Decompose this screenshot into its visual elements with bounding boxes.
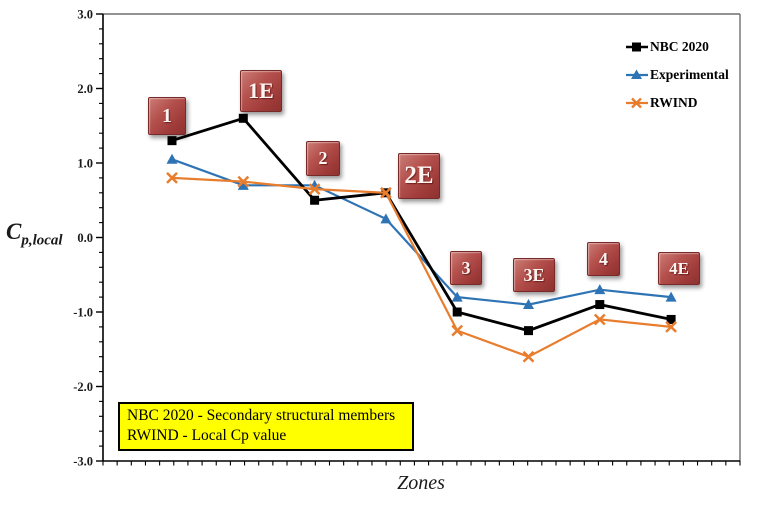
zone-label-1: 1: [148, 97, 186, 135]
data-point-x: [380, 186, 392, 199]
zone-label-2e: 2E: [398, 153, 440, 199]
data-point-x: [237, 175, 250, 188]
nbc-2020-square-marker-icon: [626, 42, 648, 52]
data-point-x: [522, 350, 535, 363]
data-point-triangle: [523, 299, 534, 310]
data-point-x: [308, 183, 321, 195]
y-tick-label: 1.0: [77, 157, 93, 171]
zone-label-1e: 1E: [240, 70, 282, 112]
zone-label-3e: 3E: [513, 258, 555, 292]
y-tick-label: 2.0: [77, 82, 93, 96]
legend-item-nbc-2020: NBC 2020: [626, 33, 729, 61]
y-axis-label: Cp,local: [6, 219, 63, 250]
rwind-x-marker-icon: [626, 97, 648, 109]
data-point-x: [451, 324, 464, 337]
data-point-x: [665, 321, 677, 333]
data-point-square: [452, 307, 462, 317]
series-rwind: [166, 172, 677, 363]
zone-label-2: 2: [306, 141, 340, 176]
legend-item-experimental: Experimental: [626, 61, 729, 89]
y-axis-ticks: 3.0 2.0 1.0 0.0 -1.0 -2.0 -3.0: [73, 8, 103, 469]
experimental-triangle-marker-icon: [626, 69, 648, 79]
data-point-triangle: [237, 179, 249, 190]
data-point-square: [310, 195, 320, 205]
data-point-triangle: [166, 153, 178, 164]
note-line-1: NBC 2020 - Secondary structural members: [127, 407, 396, 424]
legend: NBC 2020 Experimental RWIND: [626, 33, 729, 117]
note-box: NBC 2020 - Secondary structural members …: [118, 402, 414, 451]
legend-label: NBC 2020: [650, 39, 709, 54]
series-nbc-2020: [167, 113, 676, 336]
data-point-triangle: [451, 291, 463, 302]
zone-label-4e: 4E: [658, 252, 700, 285]
data-point-square: [666, 314, 676, 324]
x-axis-ticks: [102, 461, 741, 466]
zone-label-4: 4: [587, 242, 620, 276]
y-tick-label: 3.0: [77, 8, 93, 22]
y-axis-label-subscript: p,local: [21, 232, 63, 249]
legend-label: Experimental: [650, 67, 729, 82]
y-axis-label-base: C: [6, 219, 22, 244]
y-tick-label: -3.0: [73, 455, 93, 469]
data-point-triangle: [594, 284, 606, 295]
note-line-2: RWIND - Local Cp value: [127, 426, 287, 444]
plot-border: [103, 13, 741, 461]
legend-item-rwind: RWIND: [626, 89, 729, 117]
data-point-square: [238, 113, 248, 123]
data-point-square: [595, 300, 605, 310]
y-tick-label: 0.0: [77, 231, 93, 245]
data-point-square: [167, 136, 177, 146]
legend-label: RWIND: [650, 95, 698, 110]
data-point-square: [524, 326, 533, 336]
x-axis-label: Zones: [397, 472, 445, 494]
y-tick-label: -2.0: [73, 380, 93, 394]
data-point-x: [166, 172, 178, 184]
data-point-x: [593, 313, 606, 326]
y-tick-label: -1.0: [73, 306, 93, 320]
data-point-triangle: [380, 213, 392, 224]
data-point-triangle: [665, 291, 677, 302]
zone-label-3: 3: [450, 251, 482, 285]
